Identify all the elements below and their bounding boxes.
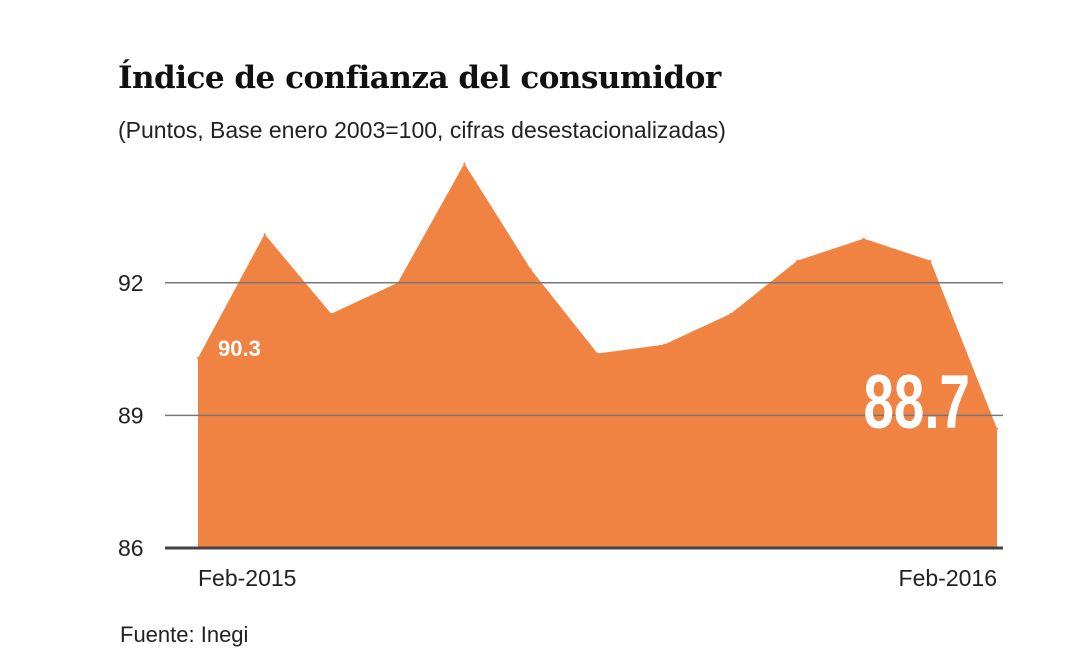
y-tick-label: 86 (118, 535, 144, 561)
data-point-Mar-2015 (263, 233, 266, 236)
y-tick-label: 89 (118, 402, 144, 428)
data-point-Feb-2015 (197, 356, 199, 359)
data-point-Oct-2015 (729, 312, 732, 315)
x-tick-label: Feb-2015 (198, 565, 296, 591)
y-tick-label: 92 (118, 270, 144, 296)
data-point-Jun-2015 (463, 162, 466, 165)
data-point-Ene-2016 (929, 259, 932, 262)
chart-subtitle: (Puntos, Base enero 2003=100, cifras des… (118, 117, 726, 143)
first-value-label: 90.3 (218, 336, 261, 361)
data-point-Sep-2015 (663, 343, 666, 346)
last-value-label: 88.7 (863, 360, 970, 445)
data-point-Feb-2016 (996, 427, 998, 430)
data-point-Abr-2015 (330, 312, 333, 315)
x-tick-label: Feb-2016 (899, 565, 997, 591)
data-point-Nov-2015 (796, 259, 799, 262)
chart-title: Índice de confianza del consumidor (118, 60, 721, 96)
source-note: Fuente: Inegi (120, 622, 249, 647)
data-point-Jul-2015 (529, 268, 532, 271)
data-point-Dic-2015 (862, 237, 865, 240)
area-series (198, 163, 997, 548)
data-point-Ago-2015 (596, 352, 599, 355)
